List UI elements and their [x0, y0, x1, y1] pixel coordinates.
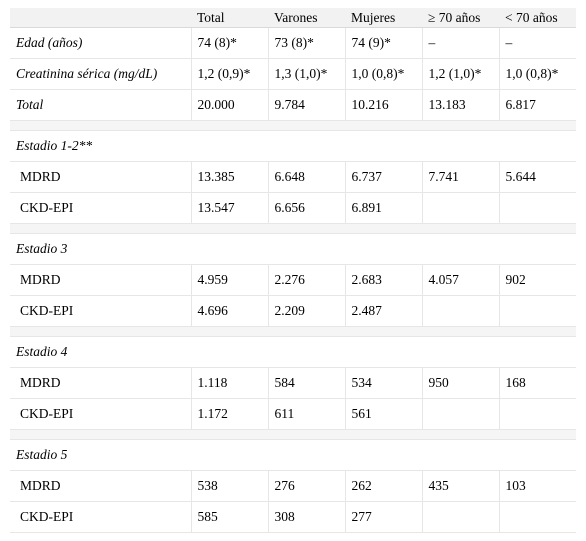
- table-row: Total 20.000 9.784 10.216 13.183 6.817: [10, 89, 576, 121]
- table-row: CKD-EPI 585 308 277: [10, 501, 576, 533]
- row-label: MDRD: [10, 264, 191, 296]
- table-cell: 1.172: [190, 398, 268, 430]
- section-spacer: [10, 429, 576, 440]
- table-cell: [421, 501, 499, 533]
- header-row: Total Varones Mujeres ≥ 70 años < 70 año…: [10, 8, 576, 28]
- row-label: CKD-EPI: [10, 192, 191, 224]
- table-cell: 5.644: [498, 161, 576, 193]
- data-table-container: Total Varones Mujeres ≥ 70 años < 70 año…: [10, 8, 576, 533]
- table-cell: 277: [344, 501, 422, 533]
- table-cell: 1,2 (1,0)*: [421, 58, 499, 90]
- table-cell: 103: [498, 470, 576, 502]
- section-spacer: [10, 120, 576, 131]
- row-label: CKD-EPI: [10, 501, 191, 533]
- table-cell: 6.817: [498, 89, 576, 121]
- table-cell: [498, 398, 576, 430]
- table-cell: [421, 398, 499, 430]
- table-row: MDRD 538 276 262 435 103: [10, 470, 576, 502]
- table-cell: –: [421, 27, 499, 59]
- row-label: Total: [10, 89, 191, 121]
- row-label: MDRD: [10, 367, 191, 399]
- table-cell: 13.547: [190, 192, 268, 224]
- table-row: Creatinina sérica (mg/dL) 1,2 (0,9)* 1,3…: [10, 58, 576, 90]
- stage-title: Estadio 5: [10, 439, 576, 471]
- header-cell: Varones: [268, 8, 345, 28]
- table-row: MDRD 4.959 2.276 2.683 4.057 902: [10, 264, 576, 296]
- row-label: Edad (años): [10, 27, 191, 59]
- table-cell: 9.784: [267, 89, 345, 121]
- table-cell: [421, 192, 499, 224]
- table-cell: 7.741: [421, 161, 499, 193]
- stage-title: Estadio 3: [10, 233, 576, 265]
- table-row: CKD-EPI 13.547 6.656 6.891: [10, 192, 576, 224]
- table-cell: [498, 192, 576, 224]
- table-cell: [421, 295, 499, 327]
- header-cell: ≥ 70 años: [422, 8, 499, 28]
- row-label: MDRD: [10, 470, 191, 502]
- table-cell: 1,2 (0,9)*: [190, 58, 268, 90]
- table-cell: [498, 501, 576, 533]
- table-cell: 534: [344, 367, 422, 399]
- table-cell: 308: [267, 501, 345, 533]
- table-cell: 4.057: [421, 264, 499, 296]
- table-cell: 1,0 (0,8)*: [498, 58, 576, 90]
- table-cell: 74 (8)*: [190, 27, 268, 59]
- table-cell: 435: [421, 470, 499, 502]
- table-cell: 584: [267, 367, 345, 399]
- section-spacer: [10, 326, 576, 337]
- table-cell: 6.891: [344, 192, 422, 224]
- table-cell: 950: [421, 367, 499, 399]
- table-cell: –: [498, 27, 576, 59]
- table-row: MDRD 1.118 584 534 950 168: [10, 367, 576, 399]
- table-cell: 1,3 (1,0)*: [267, 58, 345, 90]
- table-cell: 611: [267, 398, 345, 430]
- table-cell: 538: [190, 470, 268, 502]
- table-cell: 262: [344, 470, 422, 502]
- stage-heading-row: Estadio 5: [10, 439, 576, 471]
- table-cell: 73 (8)*: [267, 27, 345, 59]
- table-cell: 2.276: [267, 264, 345, 296]
- header-cell: < 70 años: [499, 8, 576, 28]
- table-cell: 13.385: [190, 161, 268, 193]
- stage-title: Estadio 1-2**: [10, 130, 576, 162]
- table-cell: 10.216: [344, 89, 422, 121]
- table-cell: 276: [267, 470, 345, 502]
- header-cell: Total: [191, 8, 268, 28]
- table-cell: 2.209: [267, 295, 345, 327]
- table-cell: 6.656: [267, 192, 345, 224]
- table-row: CKD-EPI 1.172 611 561: [10, 398, 576, 430]
- table-cell: 6.737: [344, 161, 422, 193]
- table-cell: [498, 295, 576, 327]
- table-row: Edad (años) 74 (8)* 73 (8)* 74 (9)* – –: [10, 27, 576, 59]
- table-cell: 168: [498, 367, 576, 399]
- section-spacer: [10, 223, 576, 234]
- row-label: CKD-EPI: [10, 295, 191, 327]
- stage-heading-row: Estadio 4: [10, 336, 576, 368]
- table-cell: 20.000: [190, 89, 268, 121]
- table-cell: 1.118: [190, 367, 268, 399]
- stage-title: Estadio 4: [10, 336, 576, 368]
- stage-heading-row: Estadio 1-2**: [10, 130, 576, 162]
- table-cell: 561: [344, 398, 422, 430]
- table-cell: 1,0 (0,8)*: [344, 58, 422, 90]
- data-table: Total Varones Mujeres ≥ 70 años < 70 año…: [10, 8, 576, 533]
- table-cell: 585: [190, 501, 268, 533]
- table-row: MDRD 13.385 6.648 6.737 7.741 5.644: [10, 161, 576, 193]
- table-row: CKD-EPI 4.696 2.209 2.487: [10, 295, 576, 327]
- table-cell: 2.683: [344, 264, 422, 296]
- table-cell: 4.696: [190, 295, 268, 327]
- table-cell: 4.959: [190, 264, 268, 296]
- header-cell: Mujeres: [345, 8, 422, 28]
- stage-heading-row: Estadio 3: [10, 233, 576, 265]
- table-cell: 13.183: [421, 89, 499, 121]
- row-label: CKD-EPI: [10, 398, 191, 430]
- table-cell: 902: [498, 264, 576, 296]
- header-cell: [10, 8, 191, 28]
- row-label: MDRD: [10, 161, 191, 193]
- table-cell: 74 (9)*: [344, 27, 422, 59]
- table-cell: 2.487: [344, 295, 422, 327]
- row-label: Creatinina sérica (mg/dL): [10, 58, 191, 90]
- table-cell: 6.648: [267, 161, 345, 193]
